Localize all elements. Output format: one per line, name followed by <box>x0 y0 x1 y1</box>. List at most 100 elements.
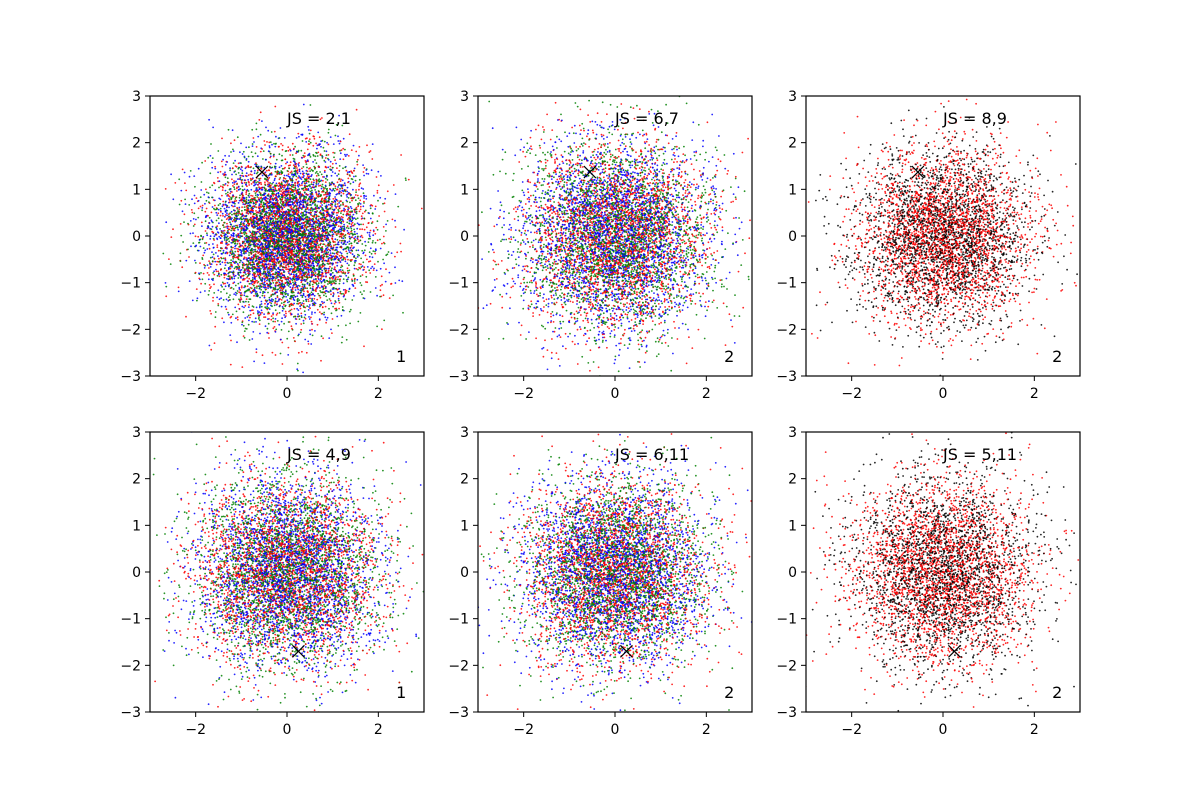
data-point <box>348 269 351 272</box>
data-point <box>358 178 361 181</box>
data-point <box>204 216 207 219</box>
data-point <box>254 250 257 253</box>
data-point <box>258 225 261 228</box>
data-point <box>345 250 348 253</box>
data-point <box>370 252 373 255</box>
data-point <box>289 149 292 152</box>
data-point <box>296 368 299 371</box>
data-point <box>290 265 293 268</box>
data-point <box>193 223 196 226</box>
data-point <box>224 203 227 206</box>
data-point <box>293 170 296 173</box>
data-point <box>211 206 214 208</box>
data-point <box>325 319 328 321</box>
data-point <box>225 243 227 245</box>
data-point <box>342 216 344 219</box>
data-point <box>280 338 282 341</box>
data-point <box>232 148 234 151</box>
data-point <box>353 211 356 213</box>
data-point <box>293 294 295 297</box>
data-point <box>262 203 265 206</box>
data-point <box>309 224 311 226</box>
data-point <box>239 174 242 177</box>
data-point <box>220 305 223 308</box>
data-point <box>254 260 257 263</box>
data-point <box>357 240 360 243</box>
data-point <box>344 298 347 301</box>
data-point <box>328 182 331 184</box>
data-point <box>287 146 290 149</box>
data-point <box>382 258 384 261</box>
data-point <box>269 165 271 168</box>
data-point <box>379 284 382 287</box>
data-point <box>247 174 250 177</box>
data-point <box>204 264 207 267</box>
data-point <box>293 158 296 161</box>
data-point <box>242 324 245 327</box>
data-point <box>392 294 394 297</box>
data-point <box>326 179 329 181</box>
data-point <box>287 301 289 304</box>
data-point <box>259 285 261 288</box>
data-point <box>240 285 243 287</box>
data-point <box>335 211 338 214</box>
data-point <box>280 159 283 162</box>
data-point <box>272 293 275 296</box>
data-point <box>189 170 192 172</box>
data-point <box>304 160 307 162</box>
data-point <box>224 189 227 192</box>
data-point <box>294 182 296 185</box>
data-point <box>234 198 237 200</box>
data-point <box>244 304 247 307</box>
data-point <box>325 289 328 292</box>
data-point <box>310 293 313 296</box>
data-point <box>330 219 333 222</box>
data-point <box>313 137 316 140</box>
data-point <box>360 284 363 287</box>
data-point <box>280 249 282 252</box>
data-point <box>185 315 187 318</box>
data-point <box>228 213 230 216</box>
data-point <box>257 256 259 258</box>
data-point <box>346 153 348 156</box>
data-point <box>301 262 304 265</box>
data-point <box>220 297 223 300</box>
data-point <box>347 227 350 230</box>
data-point <box>288 183 291 185</box>
data-point <box>346 186 349 189</box>
data-point <box>237 228 240 231</box>
data-point <box>312 280 315 282</box>
data-point <box>222 204 225 207</box>
data-point <box>275 230 278 233</box>
data-point <box>338 177 341 180</box>
data-point <box>219 228 222 230</box>
data-point <box>315 290 317 292</box>
data-point <box>274 279 277 281</box>
data-point <box>217 304 220 307</box>
data-point <box>315 170 318 173</box>
data-point <box>310 245 313 247</box>
data-point <box>232 282 235 285</box>
data-point <box>221 281 224 284</box>
data-point <box>297 278 300 280</box>
data-point <box>204 160 207 162</box>
data-point <box>248 303 251 306</box>
data-point <box>382 202 384 205</box>
data-point <box>312 272 315 274</box>
data-point <box>316 144 319 147</box>
data-point <box>292 337 295 339</box>
data-point <box>237 250 240 253</box>
data-point <box>346 267 349 270</box>
data-point <box>317 282 320 285</box>
data-point <box>225 292 228 295</box>
data-point <box>366 231 369 234</box>
data-point <box>225 226 227 228</box>
data-point <box>320 145 322 148</box>
data-point <box>261 148 263 150</box>
data-point <box>263 215 266 218</box>
data-point <box>256 250 258 253</box>
data-point <box>306 294 309 297</box>
data-point <box>222 173 225 175</box>
data-point <box>356 160 358 163</box>
data-point <box>337 186 339 188</box>
